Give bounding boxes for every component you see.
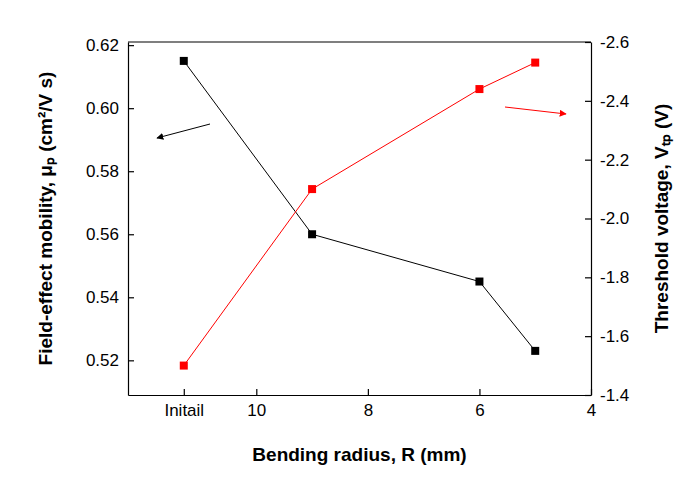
y2-axis-line [591, 43, 592, 396]
y-axis-title: Field-effect mobility, μₚ (cm²/V s) [35, 72, 57, 366]
tick-label: 0.62 [86, 36, 119, 55]
tick: 0.58 [86, 162, 134, 181]
marker [180, 57, 188, 65]
tick-label: 0.60 [86, 99, 119, 118]
tick-label: 0.58 [86, 162, 119, 181]
frame-top [128, 41, 591, 42]
tick-mark [479, 389, 480, 395]
y2-axis-title: Threshold voltage, Vₜₚ (V) [651, 104, 673, 333]
tick: -1.8 [585, 268, 629, 287]
tick: 0.60 [86, 99, 134, 118]
x-axis-title: Bending radius, R (mm) [252, 444, 466, 465]
tick-mark [585, 336, 591, 337]
tick-mark [368, 389, 369, 395]
tick: 0.62 [86, 36, 134, 55]
x-axis: Initail 10 8 6 4 [129, 389, 597, 420]
tick: -1.4 [585, 386, 629, 405]
tick-mark [128, 171, 134, 172]
marker [308, 230, 316, 238]
tick-label: -2.2 [600, 151, 629, 170]
series-line [184, 63, 535, 366]
arrow [157, 124, 210, 138]
y-axis-line [128, 43, 129, 396]
plot: Initail 10 8 6 4 0.52 0.54 0.56 0.58 0.60 0.62 -1.4… [86, 33, 629, 420]
y-axis: 0.52 0.54 0.56 0.58 0.60 0.62 [86, 36, 134, 395]
tick: -2.4 [585, 92, 629, 111]
tick-mark [585, 218, 591, 219]
tick-mark [585, 395, 591, 396]
tick-mark [585, 277, 591, 278]
tick-mark [128, 297, 134, 298]
tick: 8 [364, 389, 373, 420]
marker [308, 185, 316, 193]
tick-label: 0.52 [86, 351, 119, 370]
tick-mark [128, 45, 134, 46]
tick-label: -2.6 [600, 33, 629, 52]
y2-axis: -1.4 -1.6 -1.8 -2.0 -2.2 -2.4 -2.6 [585, 33, 629, 405]
tick: -1.6 [585, 327, 629, 346]
tick: -2.6 [585, 33, 629, 52]
tick-label: -2.0 [600, 209, 629, 228]
tick: 0.52 [86, 351, 134, 370]
tick-mark [128, 108, 134, 109]
tick-label: 4 [587, 401, 596, 420]
tick-mark [184, 389, 185, 395]
marker [531, 347, 539, 355]
tick-label: -2.4 [600, 92, 629, 111]
tick-label: 8 [364, 401, 373, 420]
x-axis-line [129, 395, 592, 396]
tick-label: 0.56 [86, 225, 119, 244]
tick-label: 6 [475, 401, 484, 420]
tick-mark [585, 101, 591, 102]
arrow [505, 107, 566, 114]
chart: Initail 10 8 6 4 0.52 0.54 0.56 0.58 0.60 0.62 -1.4… [0, 0, 692, 491]
tick: Initail [164, 389, 204, 420]
tick: -2.2 [585, 151, 629, 170]
series-line [184, 61, 535, 351]
tick-label: 0.54 [86, 288, 119, 307]
tick-label: -1.8 [600, 268, 629, 287]
tick: 10 [247, 389, 266, 420]
tick: 0.56 [86, 225, 134, 244]
tick-label: -1.4 [600, 386, 629, 405]
tick: -2.0 [585, 209, 629, 228]
marker [180, 362, 188, 370]
tick-mark [128, 234, 134, 235]
tick-mark [585, 160, 591, 161]
tick-label: -1.6 [600, 327, 629, 346]
tick: 0.54 [86, 288, 134, 307]
tick: 6 [475, 389, 484, 420]
tick-label: Initail [164, 401, 204, 420]
tick-mark [585, 42, 591, 43]
marks [180, 57, 539, 370]
tick-mark [128, 360, 134, 361]
marker [475, 85, 483, 93]
tick-label: 10 [247, 401, 266, 420]
marker [475, 278, 483, 286]
tick-mark [256, 389, 257, 395]
marker [531, 59, 539, 67]
